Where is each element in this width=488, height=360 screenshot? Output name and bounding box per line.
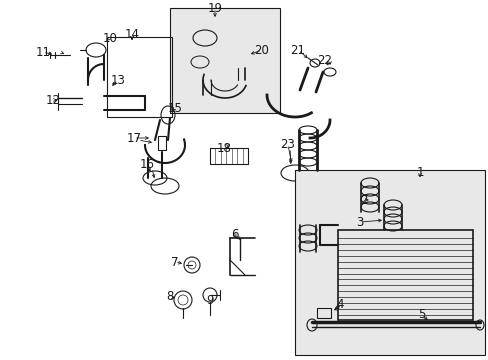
Bar xyxy=(337,230,472,320)
Text: 4: 4 xyxy=(336,298,343,311)
Bar xyxy=(170,8,280,113)
Text: 11: 11 xyxy=(36,45,50,58)
Text: 17: 17 xyxy=(126,131,141,144)
Bar xyxy=(294,170,484,355)
Text: 23: 23 xyxy=(280,139,295,152)
Text: 22: 22 xyxy=(317,54,332,67)
Text: 21: 21 xyxy=(290,44,305,57)
Text: 1: 1 xyxy=(415,166,423,180)
Text: 19: 19 xyxy=(207,1,222,14)
Text: 5: 5 xyxy=(417,309,425,321)
Text: 20: 20 xyxy=(254,44,269,57)
Text: 8: 8 xyxy=(166,291,173,303)
Text: 9: 9 xyxy=(206,293,213,306)
Bar xyxy=(316,308,330,318)
Text: 7: 7 xyxy=(171,256,179,269)
Text: 6: 6 xyxy=(231,229,238,242)
Text: 10: 10 xyxy=(102,31,117,45)
Text: 12: 12 xyxy=(45,94,61,107)
Bar xyxy=(158,136,165,150)
Text: 13: 13 xyxy=(110,73,125,86)
Text: 16: 16 xyxy=(139,158,154,171)
Bar xyxy=(209,148,247,164)
Text: 14: 14 xyxy=(124,28,139,41)
Text: 2: 2 xyxy=(360,194,367,207)
Text: 18: 18 xyxy=(216,141,231,154)
Text: 3: 3 xyxy=(356,216,363,229)
Text: 15: 15 xyxy=(167,102,182,114)
Bar xyxy=(107,37,172,117)
